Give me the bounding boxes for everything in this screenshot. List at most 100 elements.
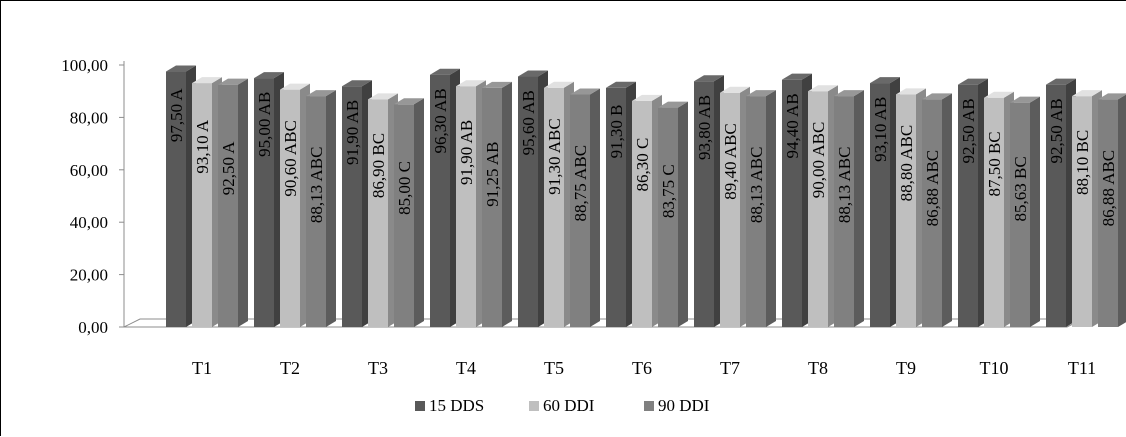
bar-side (678, 101, 688, 327)
data-label: 88,13 ABC (747, 147, 766, 224)
bar-top (1072, 90, 1102, 97)
bar-top (1098, 93, 1126, 100)
data-label: 88,75 ABC (571, 145, 590, 222)
bar-side (1030, 96, 1040, 327)
data-label: 90,60 ABC (281, 120, 300, 197)
bar-front (192, 83, 212, 327)
x-axis-category-label: T11 (1068, 358, 1096, 378)
bar-top (306, 90, 336, 97)
data-labels: 97,50 A 93,10 A 92,50 A 95,00 AB 90,60 ABC 88… (167, 88, 1118, 227)
bar-front (782, 79, 802, 327)
bar-top (192, 77, 222, 84)
data-label: 91,90 AB (457, 120, 476, 185)
data-label: 86,88 ABC (1099, 150, 1118, 227)
bar-front (658, 107, 678, 327)
x-axis-category-label: T2 (280, 358, 300, 378)
bar-top (922, 93, 952, 100)
y-axis-tick-label: 60,00 (70, 161, 108, 180)
bar-top (1010, 96, 1040, 103)
data-label: 92,50 A (219, 141, 238, 196)
bar-top (342, 80, 372, 87)
bar-side (766, 90, 776, 328)
data-label: 88,13 ABC (307, 147, 326, 224)
data-label: 95,60 AB (519, 90, 538, 155)
data-label: 91,30 B (607, 105, 626, 159)
bar-front (632, 100, 652, 327)
x-axis-category-label: T3 (368, 358, 388, 378)
legend-swatch (415, 401, 425, 411)
bar-front (808, 91, 828, 327)
bar-top (782, 73, 812, 80)
y-axis-tick-label: 0,00 (78, 318, 108, 337)
legend-swatch (644, 401, 654, 411)
bar-side (414, 98, 424, 327)
bar-top (254, 72, 284, 79)
x-axis-labels: T1 T2 T3 T4 T5 T6 T7 T8 T9 T10 T11 (192, 358, 1096, 378)
data-label: 91,30 ABC (545, 118, 564, 195)
bar-side (502, 81, 512, 327)
x-axis-category-label: T9 (896, 358, 916, 378)
bar-front (570, 94, 590, 327)
legend-entry-label: 15 DDS (429, 396, 484, 415)
bar-top (456, 80, 486, 87)
legend-entry-label: 60 DDI (543, 396, 595, 415)
bar-top (280, 83, 310, 90)
bar-front (958, 84, 978, 328)
bar-top (658, 101, 688, 108)
bar-front (394, 104, 414, 327)
bars (166, 65, 1126, 328)
bar-side (1118, 94, 1126, 327)
bar-front (166, 71, 186, 327)
bar-top (570, 88, 600, 95)
bar-top (984, 91, 1014, 98)
data-label: 97,50 A (167, 88, 186, 143)
bar-top (218, 78, 248, 85)
bar-top (166, 65, 196, 72)
data-label: 92,50 AB (959, 98, 978, 163)
y-axis: 0,00 20,00 40,00 60,00 80,00 100,00 (61, 56, 125, 337)
bar-top (694, 75, 724, 82)
bar-top (746, 90, 776, 97)
bar-front (1098, 99, 1118, 328)
bar-top (606, 81, 636, 88)
bar-top (896, 88, 926, 95)
x-axis-category-label: T8 (808, 358, 828, 378)
data-label: 93,10 A (193, 119, 212, 174)
data-label: 91,25 AB (483, 142, 502, 207)
x-axis-category-label: T1 (192, 358, 212, 378)
bar-top (1046, 78, 1076, 85)
data-label: 93,80 AB (695, 95, 714, 160)
bar-front (694, 81, 714, 327)
bar-front (544, 87, 564, 327)
x-axis-category-label: T6 (632, 358, 652, 378)
bar-top (518, 70, 548, 77)
bar-side (238, 78, 248, 328)
data-label: 89,40 ABC (721, 123, 740, 200)
bar-front (306, 96, 326, 328)
data-label: 83,75 C (659, 164, 678, 218)
bar-front (606, 87, 626, 327)
legend-entry-label: 90 DDI (658, 396, 710, 415)
y-axis-tick-label: 80,00 (70, 108, 108, 127)
bar-front (1010, 102, 1030, 327)
bar-front (834, 96, 854, 328)
bar-front (1046, 84, 1066, 328)
data-label: 93,10 AB (871, 97, 890, 162)
bar-side (942, 93, 952, 328)
bar-side (590, 88, 600, 327)
data-label: 96,30 AB (431, 88, 450, 153)
data-label: 94,40 AB (783, 93, 802, 158)
bar-side (854, 90, 864, 328)
bar-top (808, 85, 838, 92)
x-axis-category-label: T7 (720, 358, 740, 378)
data-label: 88,13 ABC (835, 147, 854, 224)
bar-front (1072, 96, 1092, 327)
y-axis-tick-label: 20,00 (70, 266, 108, 285)
bar-front (870, 83, 890, 327)
bar-front (518, 76, 538, 327)
bar-top (834, 90, 864, 97)
bar-front (280, 89, 300, 328)
bar-front (342, 86, 362, 327)
bar-top (368, 93, 398, 100)
